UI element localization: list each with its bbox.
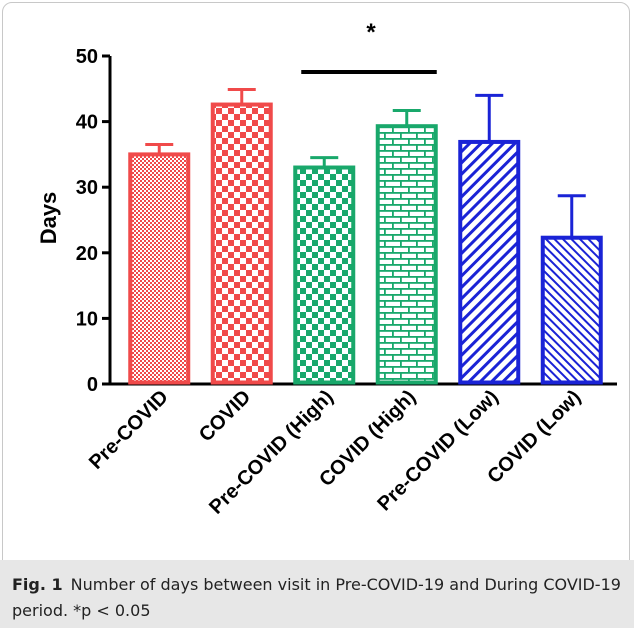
- caption-label: Fig. 1: [12, 575, 63, 594]
- bars-group: [128, 87, 603, 385]
- y-tick-label: 20: [76, 243, 98, 265]
- bar: [128, 152, 191, 385]
- y-tick-label: 0: [87, 374, 98, 396]
- bar: [458, 139, 521, 385]
- caption-text: Number of days between visit in Pre-COVI…: [12, 575, 621, 620]
- y-tick-label: 40: [76, 112, 98, 134]
- y-axis-label: Days: [36, 192, 61, 245]
- y-tick-label: 50: [76, 46, 98, 68]
- significance-star: *: [366, 19, 376, 46]
- x-tick-label: Pre-COVID: [85, 386, 173, 474]
- y-tick-label: 30: [76, 177, 98, 199]
- figure-caption: Fig. 1 Number of days between visit in Pr…: [0, 560, 634, 628]
- bar: [375, 124, 438, 385]
- bar: [540, 235, 603, 385]
- significance-annotation: *: [301, 19, 437, 74]
- x-tick-label: COVID: [195, 386, 255, 446]
- y-tick-label: 10: [76, 308, 98, 330]
- bar: [293, 165, 356, 385]
- bar: [210, 102, 273, 385]
- y-axis: 0 10 20 30 40 50: [76, 46, 617, 396]
